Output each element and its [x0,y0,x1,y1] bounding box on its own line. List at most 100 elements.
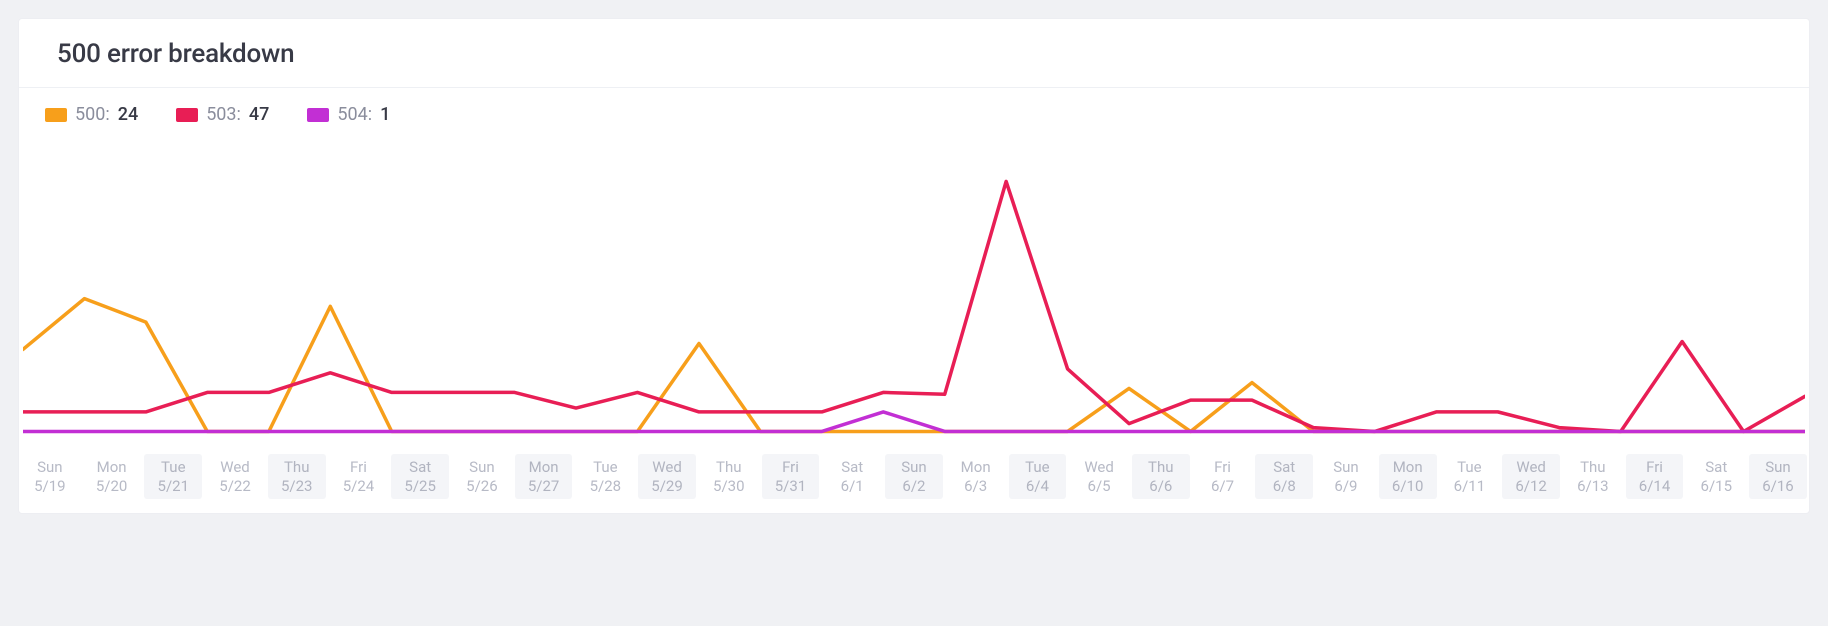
legend-item-503[interactable]: 503: 47 [176,104,269,125]
x-tick: Tue5/21 [144,454,202,500]
x-tick: Sun6/16 [1749,454,1807,500]
x-tick-date: 6/7 [1194,477,1252,496]
legend-item-500[interactable]: 500:24 [45,104,138,125]
x-tick: Fri6/14 [1626,454,1684,500]
x-tick-date: 5/23 [268,477,326,496]
legend-swatch [45,108,67,122]
x-tick-date: 5/21 [144,477,202,496]
x-tick-date: 6/13 [1564,477,1622,496]
x-tick-date: 6/1 [823,477,881,496]
x-axis: Sun5/19Mon5/20Tue5/21Wed5/22Thu5/23Fri5/… [19,442,1809,514]
x-tick: Sat6/15 [1687,454,1745,500]
legend-item-504[interactable]: 504: 1 [307,104,390,125]
legend-label: 503: [206,104,241,125]
x-tick-dow: Sat [391,458,449,477]
x-tick-date: 6/5 [1070,477,1128,496]
x-tick: Sat5/25 [391,454,449,500]
x-tick: Fri5/24 [330,454,388,500]
x-tick-date: 5/30 [700,477,758,496]
x-tick-dow: Fri [1626,458,1684,477]
x-tick: Thu6/6 [1132,454,1190,500]
x-tick: Sun6/2 [885,454,943,500]
x-tick-dow: Wed [206,458,264,477]
line-chart [23,129,1805,434]
x-tick-dow: Mon [515,458,573,477]
x-tick: Wed5/29 [638,454,696,500]
x-tick-date: 5/20 [83,477,141,496]
x-tick-dow: Thu [1132,458,1190,477]
x-tick-dow: Tue [144,458,202,477]
x-tick: Thu5/23 [268,454,326,500]
chart-legend: 500:24 503: 47 504: 1 [19,88,1809,129]
x-tick-date: 5/31 [762,477,820,496]
x-tick-dow: Wed [638,458,696,477]
series-line-500 [23,299,1805,432]
x-tick-dow: Tue [1441,458,1499,477]
x-tick-dow: Sun [1317,458,1375,477]
x-tick: Tue6/4 [1009,454,1067,500]
chart-area [19,129,1809,442]
x-tick-dow: Mon [83,458,141,477]
x-tick-date: 6/2 [885,477,943,496]
x-tick-date: 5/27 [515,477,573,496]
x-tick: Tue5/28 [576,454,634,500]
x-tick: Sat6/8 [1255,454,1313,500]
x-tick-dow: Sun [1749,458,1807,477]
x-tick-dow: Sat [1687,458,1745,477]
card-header: 500 error breakdown [19,19,1809,88]
x-tick-dow: Fri [762,458,820,477]
x-tick-date: 6/4 [1009,477,1067,496]
x-tick-dow: Mon [947,458,1005,477]
x-tick: Wed6/12 [1502,454,1560,500]
x-tick: Sun5/26 [453,454,511,500]
x-tick-dow: Sun [21,458,79,477]
x-tick-dow: Fri [330,458,388,477]
x-tick-date: 5/24 [330,477,388,496]
x-tick: Fri6/7 [1194,454,1252,500]
x-tick-date: 5/28 [576,477,634,496]
x-tick: Sun5/19 [21,454,79,500]
x-tick: Mon5/27 [515,454,573,500]
x-tick-dow: Tue [576,458,634,477]
x-tick-dow: Sun [885,458,943,477]
x-tick-date: 5/22 [206,477,264,496]
x-tick: Fri5/31 [762,454,820,500]
x-tick-dow: Thu [268,458,326,477]
series-line-503 [23,181,1805,431]
x-tick-date: 6/9 [1317,477,1375,496]
x-tick: Tue6/11 [1441,454,1499,500]
legend-swatch [307,108,329,122]
x-tick-dow: Wed [1070,458,1128,477]
x-tick-date: 6/16 [1749,477,1807,496]
x-tick-date: 6/6 [1132,477,1190,496]
x-tick: Wed6/5 [1070,454,1128,500]
x-tick: Wed5/22 [206,454,264,500]
x-tick: Mon5/20 [83,454,141,500]
x-tick: Mon6/10 [1379,454,1437,500]
x-tick-date: 5/29 [638,477,696,496]
x-tick-dow: Fri [1194,458,1252,477]
x-tick: Sat6/1 [823,454,881,500]
error-breakdown-card: 500 error breakdown 500:24 503: 47 504: 1 Su… [18,18,1810,514]
x-tick-dow: Sat [1255,458,1313,477]
x-tick-date: 6/15 [1687,477,1745,496]
x-tick: Mon6/3 [947,454,1005,500]
x-tick-date: 5/25 [391,477,449,496]
x-tick: Sun6/9 [1317,454,1375,500]
x-tick-date: 6/10 [1379,477,1437,496]
x-tick-date: 5/19 [21,477,79,496]
legend-value: 47 [249,104,269,125]
x-tick-dow: Sun [453,458,511,477]
x-tick-date: 6/3 [947,477,1005,496]
x-tick-dow: Mon [1379,458,1437,477]
x-tick-date: 6/11 [1441,477,1499,496]
x-tick-date: 5/26 [453,477,511,496]
x-tick-dow: Thu [1564,458,1622,477]
x-tick-date: 6/14 [1626,477,1684,496]
legend-swatch [176,108,198,122]
legend-label: 504: [337,104,372,125]
x-tick: Thu5/30 [700,454,758,500]
x-tick-date: 6/8 [1255,477,1313,496]
legend-value: 1 [380,104,390,125]
x-tick: Thu6/13 [1564,454,1622,500]
